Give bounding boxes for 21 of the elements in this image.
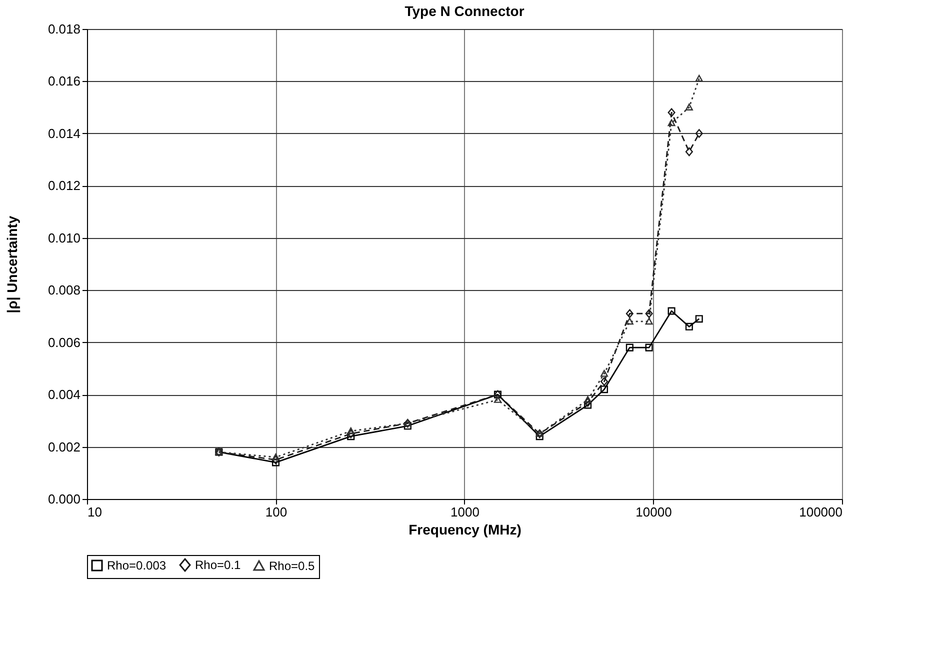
y-tick-label: 0.002 [48, 439, 80, 454]
y-tick-label: 0.018 [48, 22, 80, 36]
y-tick-label: 0.008 [48, 282, 80, 298]
x-tick-label: 100 [265, 504, 288, 520]
chart-title: Type N Connector [404, 3, 525, 19]
y-tick-label: 0.004 [48, 387, 80, 402]
x-tick-label: 10000 [636, 504, 672, 520]
y-tick-label: 0.012 [48, 178, 80, 194]
x-axis-title: Frequency (MHz) [408, 522, 522, 538]
y-tick-label: 0.000 [48, 492, 80, 506]
y-tick-label: 0.016 [48, 74, 80, 89]
y-axis-title: |ρ| Uncertainty [4, 216, 21, 314]
x-tick-label: 100000 [799, 504, 842, 520]
legend-label: Rho=0.1 [195, 558, 242, 572]
y-tick-label: 0.014 [48, 126, 80, 141]
x-tick-label: 1000 [450, 504, 480, 520]
y-tick-label: 0.010 [48, 230, 80, 246]
legend-label: Rho=0.5 [269, 559, 316, 573]
legend-label: Rho=0.003 [107, 558, 166, 572]
x-tick-label: 10 [88, 504, 102, 520]
y-tick-label: 0.006 [48, 334, 80, 350]
